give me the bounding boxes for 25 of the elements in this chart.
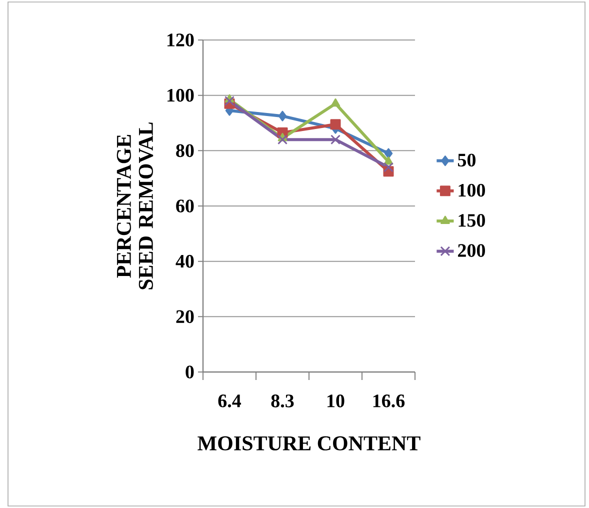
legend-label: 50: [458, 154, 476, 167]
point: [330, 119, 341, 130]
y-tick-label: 80: [176, 144, 194, 158]
point: [330, 98, 340, 107]
y-tick-label: 0: [186, 366, 194, 378]
y-tick-label: 20: [176, 310, 194, 324]
y-tick-label: 60: [176, 200, 194, 212]
x-tick-label: 6.4: [218, 394, 242, 408]
legend-label: 200: [458, 244, 485, 257]
point: [330, 134, 340, 145]
x-tick-label: 16.6: [373, 394, 405, 408]
point: [278, 134, 288, 145]
x-axis-title: MOISTURE CONTENT: [198, 436, 420, 450]
legend-label: 100: [458, 184, 485, 197]
point: [278, 110, 287, 122]
y-axis-title: PERCENTAGE SEED REMOVAL: [116, 122, 154, 290]
point: [384, 162, 394, 172]
legend-label: 150: [458, 214, 485, 227]
point: [384, 148, 393, 159]
y-tick-label: 120: [167, 34, 194, 46]
x-tick-label: 10: [328, 394, 344, 408]
x-tick-label: 8.3: [271, 394, 294, 408]
y-tick-label: 100: [167, 88, 194, 102]
point: [224, 96, 234, 106]
y-tick-label: 40: [176, 254, 194, 268]
